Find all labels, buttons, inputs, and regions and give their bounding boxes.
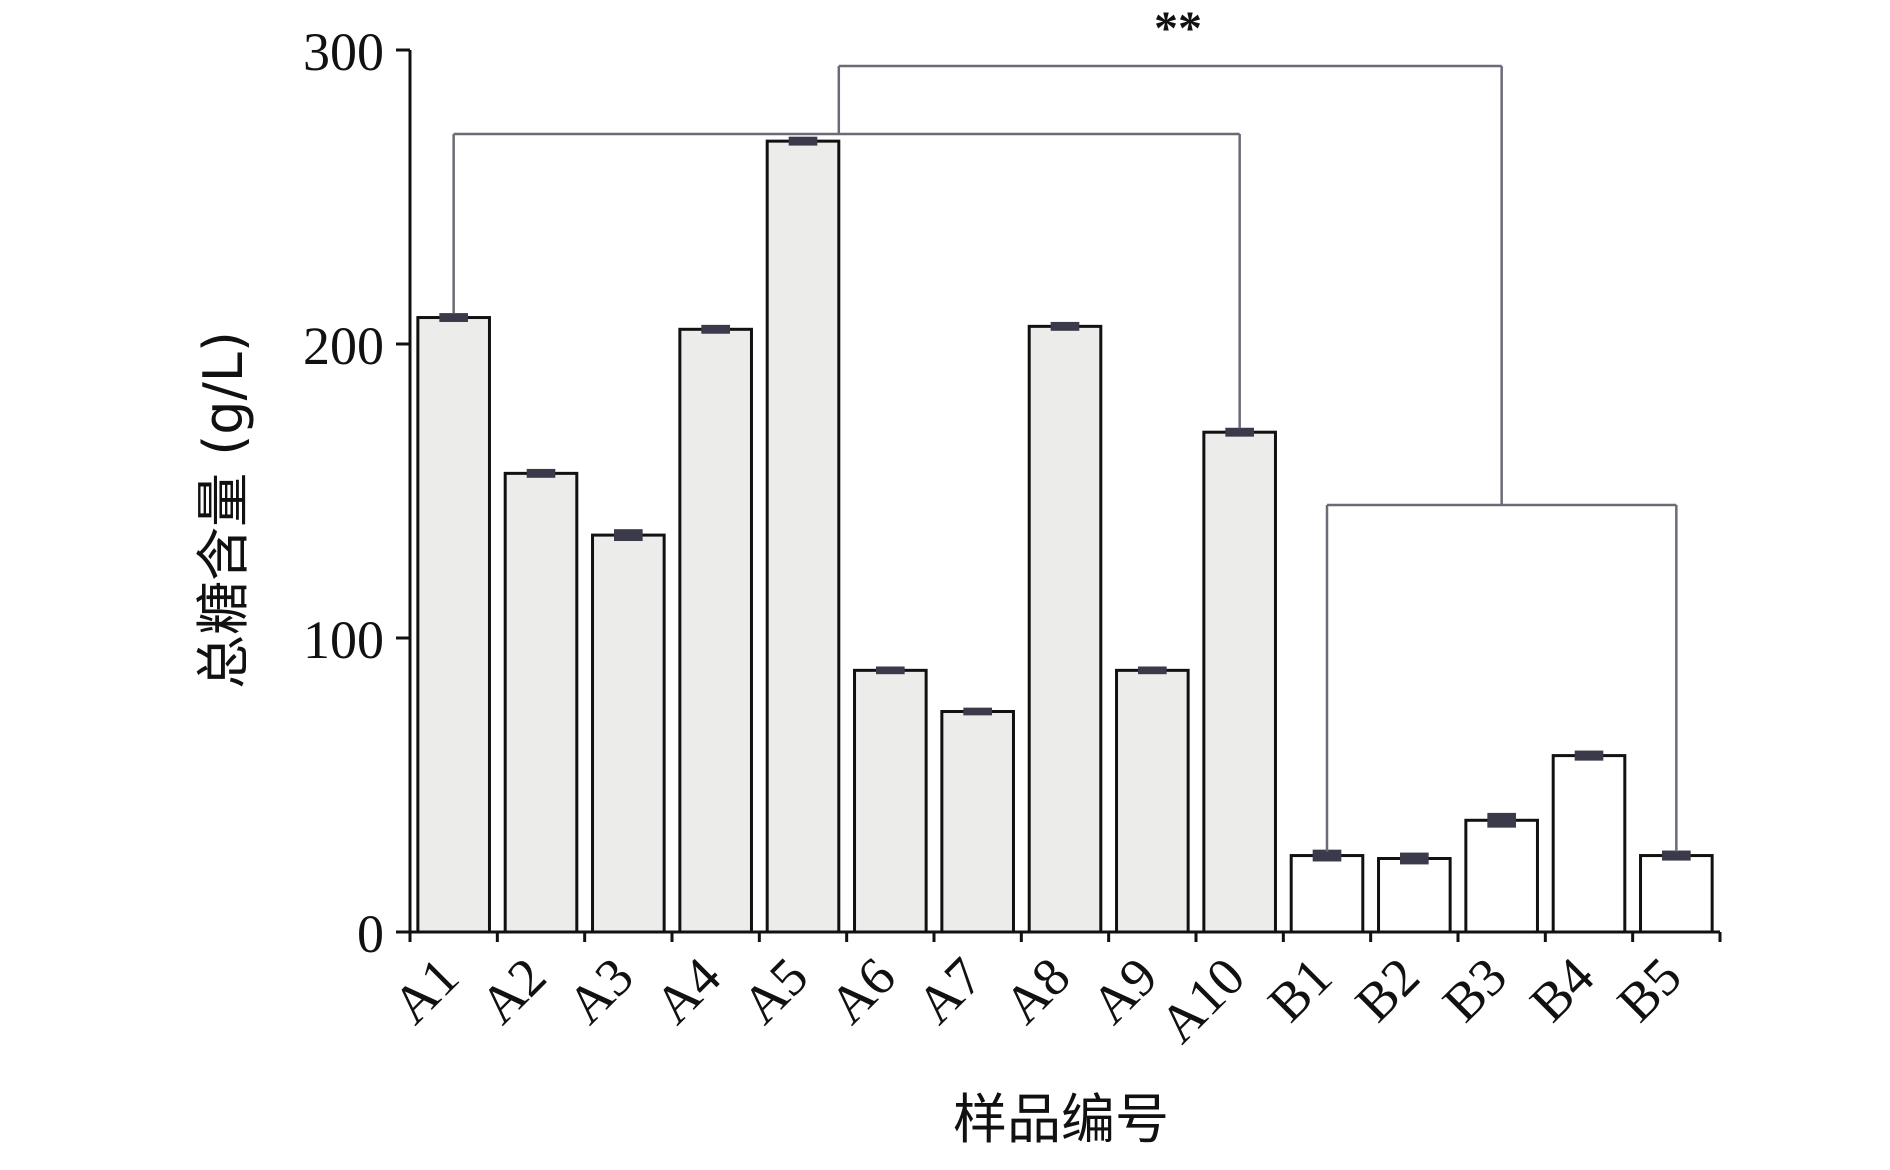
- error-bar-A6: [876, 666, 905, 675]
- error-bar-A1: [439, 313, 468, 322]
- bars-layer: [416, 139, 1714, 934]
- bar-A7: [940, 710, 1015, 934]
- error-bar-B5: [1662, 850, 1691, 861]
- x-tick-label: A8: [992, 946, 1081, 1035]
- error-bar-A9: [1138, 666, 1167, 675]
- bar-B3: [1464, 818, 1539, 934]
- error-bars-layer: [439, 136, 1691, 865]
- bar-A4: [678, 327, 753, 934]
- error-bar-B1: [1312, 849, 1342, 862]
- x-tick-label: B5: [1606, 946, 1693, 1033]
- x-tick-label: B2: [1344, 946, 1431, 1033]
- axes-layer: [408, 50, 1720, 934]
- x-tick-label: A9: [1080, 946, 1169, 1035]
- bar-A10: [1202, 430, 1277, 934]
- bar-B1: [1289, 854, 1365, 934]
- bar-A3: [591, 533, 666, 934]
- bar-A6: [853, 668, 928, 934]
- x-tick-label: A7: [905, 946, 994, 1035]
- error-bar-A4: [701, 324, 730, 334]
- error-bar-A8: [1050, 321, 1080, 331]
- error-bar-B4: [1574, 750, 1604, 761]
- error-bar-A5: [788, 136, 818, 146]
- bar-B5: [1639, 854, 1714, 934]
- x-tick-label: A3: [556, 946, 645, 1035]
- x-tick-label: B1: [1256, 946, 1343, 1033]
- x-tick-label: A1: [381, 946, 470, 1035]
- x-axis-title: 样品编号: [953, 1088, 1169, 1151]
- y-tick-label: 0: [357, 904, 384, 964]
- error-bar-A7: [963, 707, 992, 716]
- y-tick-label: 100: [303, 610, 384, 670]
- bar-A2: [503, 471, 579, 934]
- x-tick-label: A6: [818, 946, 907, 1035]
- error-bar-B3: [1487, 812, 1516, 828]
- bar-A8: [1027, 324, 1103, 934]
- y-ticks: 0 100 200 300: [303, 22, 410, 964]
- y-tick-label: 300: [303, 22, 384, 82]
- bar-A9: [1115, 668, 1190, 934]
- x-tick-label: B3: [1431, 946, 1518, 1033]
- significance-brackets: [452, 64, 1678, 852]
- x-tick-label: A10: [1148, 946, 1256, 1054]
- x-tick-label: A5: [730, 946, 819, 1035]
- x-tick-label: A4: [643, 946, 732, 1035]
- error-bar-B2: [1400, 852, 1429, 865]
- y-axis-title: 总糖含量 (g/L): [192, 331, 255, 689]
- error-bar-A2: [526, 468, 556, 478]
- x-tick-label: B4: [1518, 946, 1605, 1033]
- bar-B4: [1551, 754, 1627, 934]
- x-tick-label: A2: [468, 946, 557, 1035]
- error-bar-A3: [614, 529, 643, 542]
- y-tick-label: 200: [303, 316, 384, 376]
- error-bar-A10: [1225, 427, 1254, 437]
- bar-A1: [416, 316, 491, 934]
- bar-A5: [765, 139, 841, 934]
- bar-B2: [1377, 857, 1452, 934]
- significance-label: **: [1154, 2, 1202, 55]
